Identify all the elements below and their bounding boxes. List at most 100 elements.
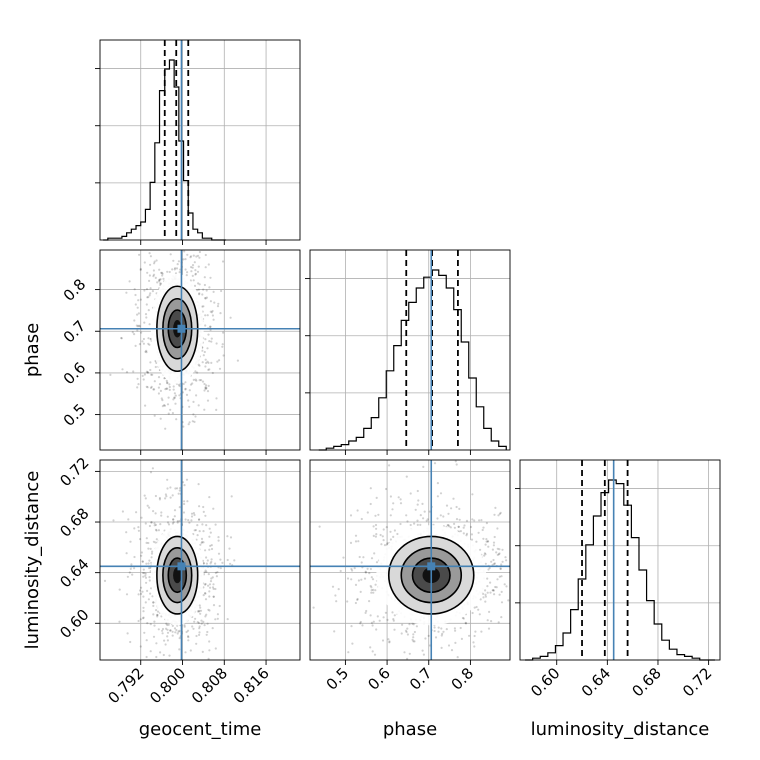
scatter-point [412,633,415,636]
scatter-point [158,496,161,500]
scatter-point [161,627,165,631]
scatter-point [129,640,132,644]
scatter-point [167,396,170,399]
scatter-point [120,337,123,340]
scatter-point [148,294,151,297]
scatter-point [153,414,156,417]
scatter-point [462,526,465,529]
scatter-point [388,464,391,467]
scatter-point [360,561,363,564]
scatter-point [189,256,192,259]
density-level [173,567,182,584]
scatter-point [372,620,375,623]
scatter-point [156,613,159,617]
scatter-point [486,619,489,622]
scatter-point [148,559,151,562]
scatter-point [353,567,356,570]
scatter-point [200,379,203,382]
scatter-point [171,268,174,271]
scatter-point [211,314,214,317]
scatter-point [197,621,200,625]
scatter-point [209,544,212,548]
scatter-point [216,360,219,363]
scatter-point [496,527,499,530]
scatter-point [166,478,169,481]
scatter-point [210,361,213,364]
scatter-point [165,627,168,630]
scatter-point [143,261,146,264]
scatter-point [162,653,165,657]
scatter-point [196,254,200,257]
scatter-point [373,552,376,555]
scatter-point [181,391,184,394]
scatter-point [194,617,197,620]
scatter-point [204,266,207,269]
scatter-point [191,274,194,277]
scatter-point [164,493,167,496]
scatter-point [166,623,169,627]
scatter-point [163,404,166,407]
scatter-point [360,578,363,581]
scatter-point [183,625,186,628]
scatter-point [125,371,129,374]
scatter-point [149,592,152,595]
scatter-point [212,587,215,591]
scatter-point [492,541,496,544]
scatter-point [149,255,152,258]
scatter-point [196,610,199,613]
scatter-point [153,620,156,623]
scatter-point [196,621,199,624]
scatter-point [136,386,139,389]
scatter-point [197,288,200,291]
scatter-point [495,586,498,589]
scatter-point [203,382,206,386]
scatter-point [368,572,371,575]
scatter-point [490,620,493,623]
scatter-point [192,627,195,630]
scatter-point [498,512,501,516]
scatter-point [128,280,131,283]
scatter-point [346,600,349,603]
scatter-point [176,632,179,635]
scatter-point [141,590,144,593]
scatter-point [173,396,176,399]
scatter-point [484,562,487,565]
scatter-point [216,613,219,616]
scatter-point [359,622,362,625]
scatter-point [150,556,153,559]
scatter-point [210,558,213,561]
contour-line [162,547,193,604]
scatter-point [149,292,152,295]
scatter-point [178,394,181,397]
scatter-point [381,639,385,642]
scatter-point [463,524,466,527]
scatter-point [205,289,208,292]
scatter-point [139,645,142,648]
scatter-point [482,537,485,540]
scatter-point [190,266,193,269]
scatter-point [203,276,206,279]
scatter-point [318,525,321,528]
scatter-point [396,532,399,536]
scatter-point [447,644,451,647]
scatter-point [159,282,162,285]
scatter-point [174,267,177,270]
scatter-point [214,571,217,575]
scatter-point [347,651,350,654]
scatter-point [449,526,452,529]
scatter-point [173,515,176,518]
scatter-point [229,536,233,539]
scatter-point [160,271,164,274]
scatter-point [416,489,419,493]
scatter-point [202,594,205,597]
scatter-point [389,530,392,533]
scatter-point [118,620,121,623]
scatter-point [423,510,426,513]
scatter-point [149,338,152,341]
scatter-point [477,531,480,534]
scatter-point [142,606,145,609]
scatter-point [211,371,214,375]
scatter-point [412,636,415,639]
scatter-point [155,259,158,262]
scatter-point [184,651,187,654]
